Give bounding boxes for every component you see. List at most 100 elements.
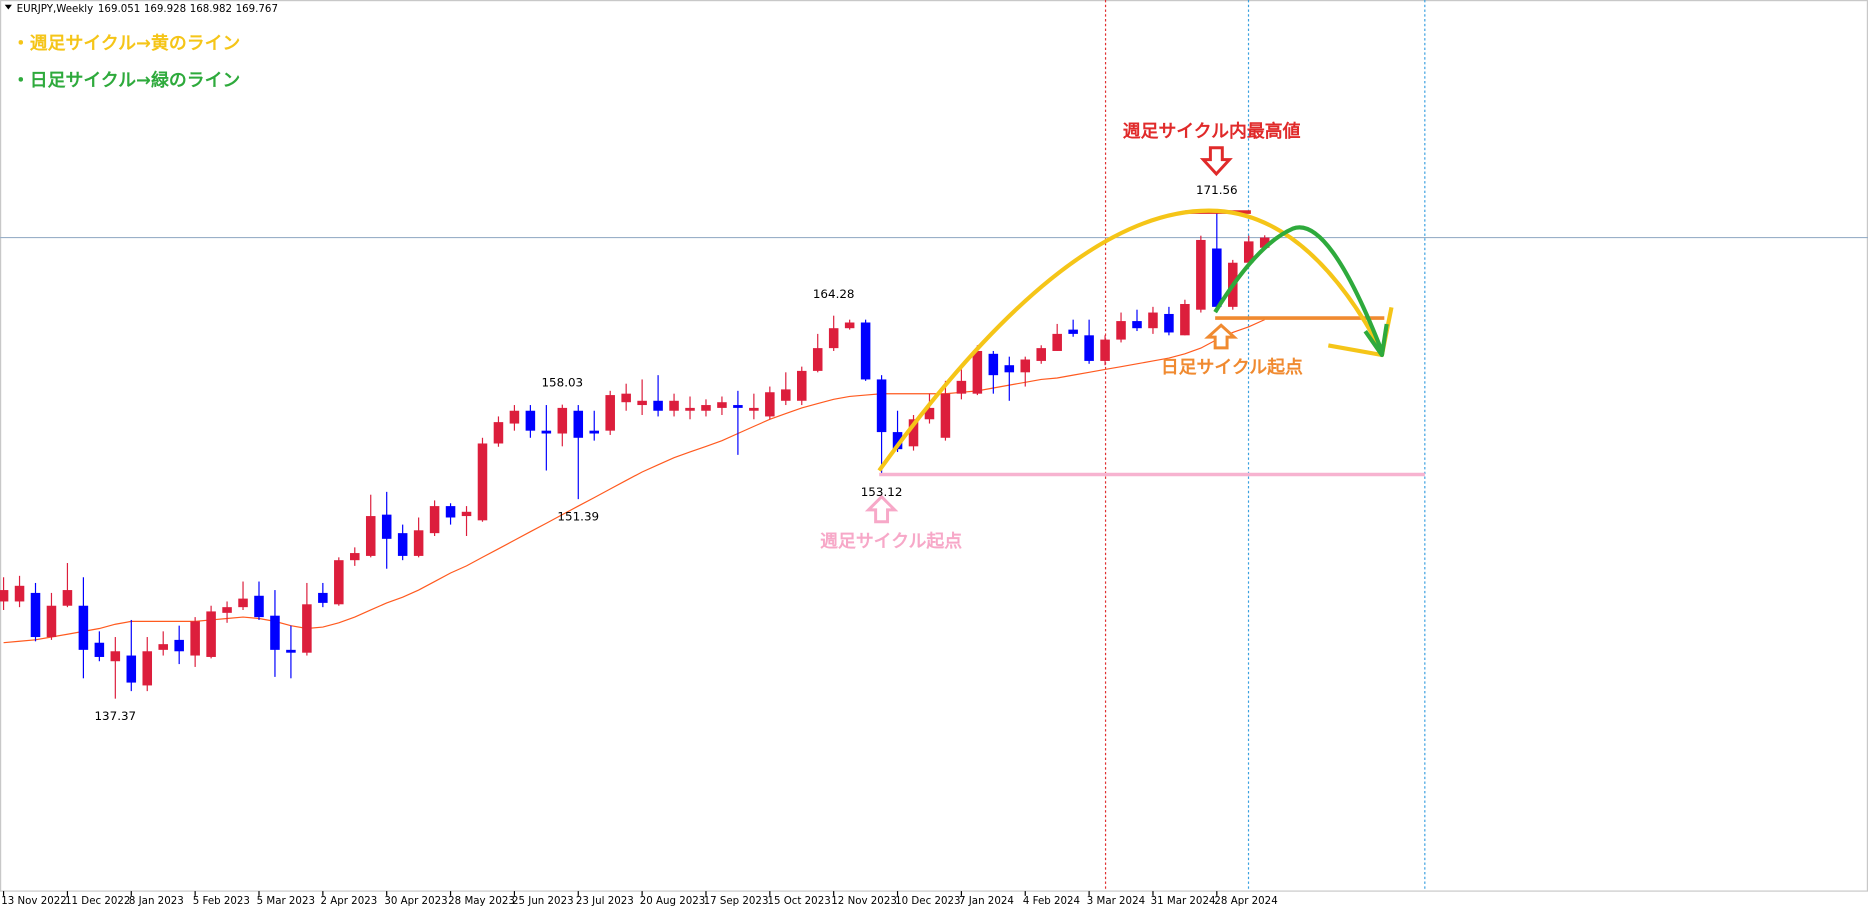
x-tick-label: 10 Dec 2023 xyxy=(895,895,960,907)
price-label: 171.56 xyxy=(1196,183,1238,197)
close: 169.767 xyxy=(236,3,278,15)
candle-body xyxy=(158,644,168,650)
up-arrow xyxy=(864,494,899,524)
candle-body xyxy=(254,595,264,618)
weekly-high-note: 週足サイクル内最高値 xyxy=(1123,120,1301,142)
price-label: 164.28 xyxy=(813,287,855,301)
candle-body xyxy=(94,642,105,657)
legend-daily: ・日足サイクル→緑のライン xyxy=(12,69,240,91)
candle-body xyxy=(828,328,839,349)
legend-weekly: ・週足サイクル→黄のライン xyxy=(12,32,240,54)
candle-body xyxy=(30,592,41,638)
candle-body xyxy=(1164,313,1174,333)
x-tick-label: 31 Mar 2024 xyxy=(1151,895,1216,907)
x-tick-label: 28 May 2023 xyxy=(448,895,515,907)
x-tick-label: 7 Jan 2024 xyxy=(959,895,1014,907)
price-label: 137.37 xyxy=(94,709,136,723)
candle-body xyxy=(1004,365,1015,373)
header: EURJPY,Weekly 169.051 169.928 168.982 169.76… xyxy=(17,3,278,15)
candle-body xyxy=(669,400,679,411)
daily-cycle-arrowhead xyxy=(1363,323,1389,358)
x-tick-label: 20 Aug 2023 xyxy=(640,895,706,907)
price-label: 151.39 xyxy=(557,510,599,524)
x-tick-label: 17 Sep 2023 xyxy=(704,895,769,907)
x-tick-label: 3 Mar 2024 xyxy=(1087,895,1145,907)
candle-body xyxy=(733,405,743,408)
candle-body xyxy=(908,419,919,447)
candle-body xyxy=(573,410,584,438)
x-tick-label: 15 Oct 2023 xyxy=(767,895,830,907)
open: 169.051 xyxy=(98,3,140,15)
price-label: 158.03 xyxy=(541,376,583,390)
candle-body xyxy=(1132,321,1142,329)
candle-body xyxy=(461,511,472,517)
x-tick-label: 5 Feb 2023 xyxy=(193,895,250,907)
candle-body xyxy=(334,560,344,605)
candle-body xyxy=(876,379,887,433)
candle-body xyxy=(924,407,935,420)
candle-body xyxy=(365,516,376,556)
candle-body xyxy=(1084,335,1094,361)
x-tick-label: 11 Dec 2022 xyxy=(65,895,130,907)
candle-body xyxy=(429,506,440,534)
candle-body xyxy=(1100,339,1110,361)
candle-body xyxy=(413,530,424,556)
x-tick-label: 12 Nov 2023 xyxy=(831,895,897,907)
candle-body xyxy=(222,607,232,613)
candle-body xyxy=(812,348,823,371)
candle-body xyxy=(685,407,695,411)
x-tick-label: 5 Mar 2023 xyxy=(257,895,315,907)
candle-body xyxy=(142,651,153,686)
high: 169.928 xyxy=(144,3,186,15)
up-arrow xyxy=(1204,323,1239,350)
candle-body xyxy=(589,430,599,434)
candle-body xyxy=(62,590,73,606)
candle-body xyxy=(1036,348,1046,361)
candle-body xyxy=(796,370,807,401)
daily-cycle-curve xyxy=(1213,225,1384,353)
x-tick-label: 8 Jan 2023 xyxy=(129,895,184,907)
candle-body xyxy=(126,655,137,683)
candle-body xyxy=(621,393,631,403)
marks xyxy=(0,210,1868,699)
candle-body xyxy=(238,598,248,608)
candle-body xyxy=(1148,312,1158,329)
candle-body xyxy=(1259,237,1270,248)
weekly-start-note: 週足サイクル起点 xyxy=(820,530,962,552)
candle-body xyxy=(605,395,615,431)
candle-body xyxy=(46,605,57,638)
candle-body xyxy=(1020,359,1031,373)
candle-body xyxy=(206,611,216,657)
candle-body xyxy=(637,400,647,406)
candle-body xyxy=(270,615,280,650)
candle-body xyxy=(78,605,89,650)
daily-start-note: 日足サイクル起点 xyxy=(1161,356,1303,378)
candle-body xyxy=(286,649,296,653)
candle-body xyxy=(1196,239,1206,310)
candle-body xyxy=(781,389,791,401)
candle-body xyxy=(765,392,775,417)
x-tick-label: 28 Apr 2024 xyxy=(1214,895,1277,907)
candle-body xyxy=(1052,333,1062,351)
candle-body xyxy=(445,506,456,518)
candle-body xyxy=(701,405,711,411)
candle-body xyxy=(174,639,184,652)
candle-body xyxy=(350,553,360,561)
candle-body xyxy=(110,651,121,662)
candle-body xyxy=(477,443,488,521)
candle-body xyxy=(1212,248,1222,307)
down-arrow xyxy=(1199,146,1233,177)
x-tick-label: 23 Jul 2023 xyxy=(576,895,634,907)
candle-body xyxy=(0,590,9,602)
header-toggle[interactable] xyxy=(4,4,12,10)
candle-body xyxy=(749,407,759,411)
candle-body xyxy=(190,621,200,656)
candle-body xyxy=(557,407,568,434)
symbol: EURJPY,Weekly xyxy=(17,3,93,15)
candle-body xyxy=(860,322,871,380)
weekly-cycle-curve xyxy=(877,208,1384,472)
candle-body xyxy=(381,514,392,539)
candle-body xyxy=(1180,304,1190,336)
low: 168.982 xyxy=(190,3,232,15)
